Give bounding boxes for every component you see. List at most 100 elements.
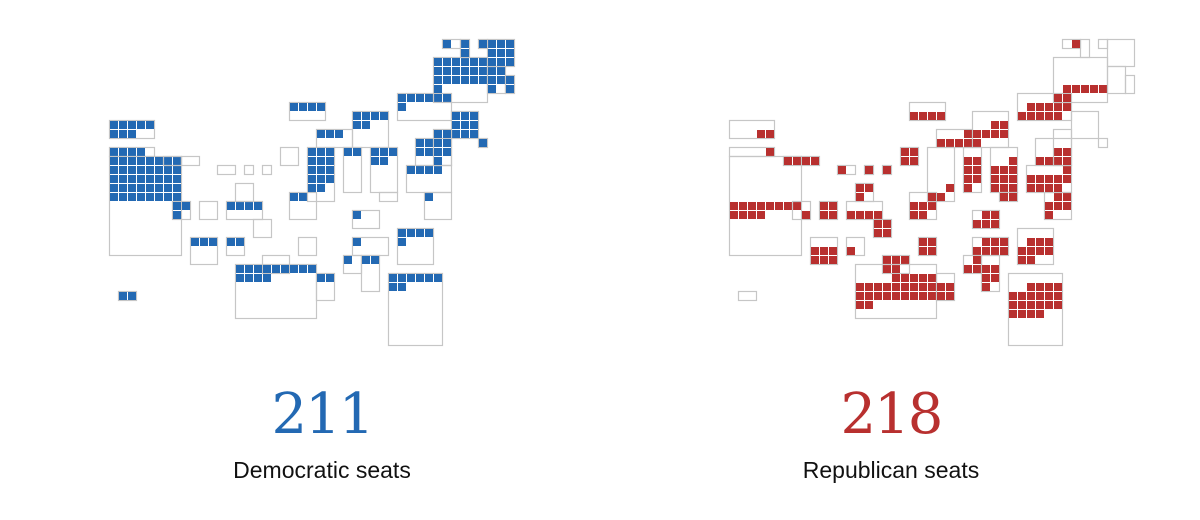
democratic-seat: [317, 274, 325, 282]
republican-seat: [991, 175, 999, 183]
republican-seat: [973, 265, 981, 273]
republican-seat: [757, 130, 765, 138]
democratic-seat: [200, 238, 208, 246]
state-outline: [198, 200, 219, 221]
democratic-seat: [506, 49, 514, 57]
state-ks: [252, 218, 273, 239]
democratic-seat: [353, 238, 361, 246]
republican-seat: [973, 157, 981, 165]
republican-seat: [1027, 292, 1035, 300]
democratic-seat: [317, 175, 325, 183]
republican-seat: [856, 211, 864, 219]
democratic-seat: [425, 94, 433, 102]
state-outline: [1007, 272, 1064, 347]
republican-seat: [1018, 112, 1026, 120]
republican-seat: [1054, 103, 1062, 111]
state-sd: [881, 164, 893, 176]
state-outline: [872, 218, 893, 239]
republican-seat-map: [728, 38, 1136, 347]
republican-seat: [1036, 175, 1044, 183]
democratic-seat: [362, 112, 370, 120]
state-outline: [845, 236, 866, 257]
state-outline: [899, 146, 920, 167]
republican-seat: [829, 211, 837, 219]
democratic-seat: [308, 157, 316, 165]
democratic-seat: [326, 274, 334, 282]
state-in: [962, 146, 983, 194]
state-tx: [234, 263, 318, 320]
democratic-seat: [326, 175, 334, 183]
democratic-seat: [164, 166, 172, 174]
state-outline: [1052, 128, 1073, 167]
democratic-seat: [470, 112, 478, 120]
state-ma: [1106, 38, 1136, 68]
democratic-seat: [497, 49, 505, 57]
state-ca: [108, 155, 183, 257]
democratic-seat: [164, 175, 172, 183]
state-outline: [504, 74, 516, 95]
democratic-seat: [506, 58, 514, 66]
state-outline: [108, 155, 183, 257]
state-de: [477, 137, 489, 149]
republican-seat: [973, 256, 981, 264]
democratic-seat: [479, 67, 487, 75]
state-il: [306, 146, 336, 203]
republican-seat-label: Republican seats: [802, 457, 980, 483]
republican-seat: [811, 157, 819, 165]
republican-seat: [865, 166, 873, 174]
republican-seat: [946, 292, 954, 300]
republican-seat: [1018, 292, 1026, 300]
democratic-seat: [380, 148, 388, 156]
democratic-seat: [281, 265, 289, 273]
state-fl: [1007, 272, 1064, 347]
republican-seat: [1000, 238, 1008, 246]
republican-seat: [856, 283, 864, 291]
republican-seat: [847, 247, 855, 255]
state-outline: [279, 146, 300, 167]
republican-seat: [1027, 238, 1035, 246]
republican-seat: [1036, 112, 1044, 120]
democratic-seat: [398, 229, 406, 237]
republican-seat: [784, 202, 792, 210]
republican-seat: [910, 283, 918, 291]
republican-seat: [865, 292, 873, 300]
republican-seat: [1036, 238, 1044, 246]
democratic-seat: [146, 184, 154, 192]
republican-seat: [784, 157, 792, 165]
democratic-seat: [173, 157, 181, 165]
republican-seat: [1063, 94, 1071, 102]
republican-seat: [991, 274, 999, 282]
republican-seat: [991, 265, 999, 273]
democratic-seat: [434, 94, 442, 102]
democratic-seat: [380, 112, 388, 120]
republican-seat: [1036, 283, 1044, 291]
republican-seat: [964, 184, 972, 192]
state-ut: [198, 200, 219, 221]
republican-seat: [1054, 184, 1062, 192]
republican-seat: [1045, 202, 1053, 210]
republican-seat: [919, 238, 927, 246]
democratic-seat: [398, 94, 406, 102]
republican-seat: [1018, 301, 1026, 309]
democratic-seat: [137, 166, 145, 174]
democratic-seat: [110, 175, 118, 183]
democratic-seat: [416, 94, 424, 102]
democratic-seat: [308, 148, 316, 156]
democratic-seat: [137, 184, 145, 192]
republican-seat: [910, 112, 918, 120]
democratic-seat: [173, 193, 181, 201]
republican-seat: [982, 274, 990, 282]
state-outline: [306, 146, 336, 203]
state-outline: [971, 209, 1001, 230]
republican-seat: [1027, 283, 1035, 291]
republican-seat: [874, 292, 882, 300]
republican-seat: [1000, 184, 1008, 192]
republican-seat: [883, 292, 891, 300]
state-outline: [791, 200, 812, 221]
democratic-seat: [227, 238, 235, 246]
state-outline: [360, 254, 381, 293]
democratic-seat: [182, 202, 190, 210]
state-hi: [737, 290, 758, 302]
state-pa: [1016, 92, 1073, 122]
republican-seat: [991, 184, 999, 192]
